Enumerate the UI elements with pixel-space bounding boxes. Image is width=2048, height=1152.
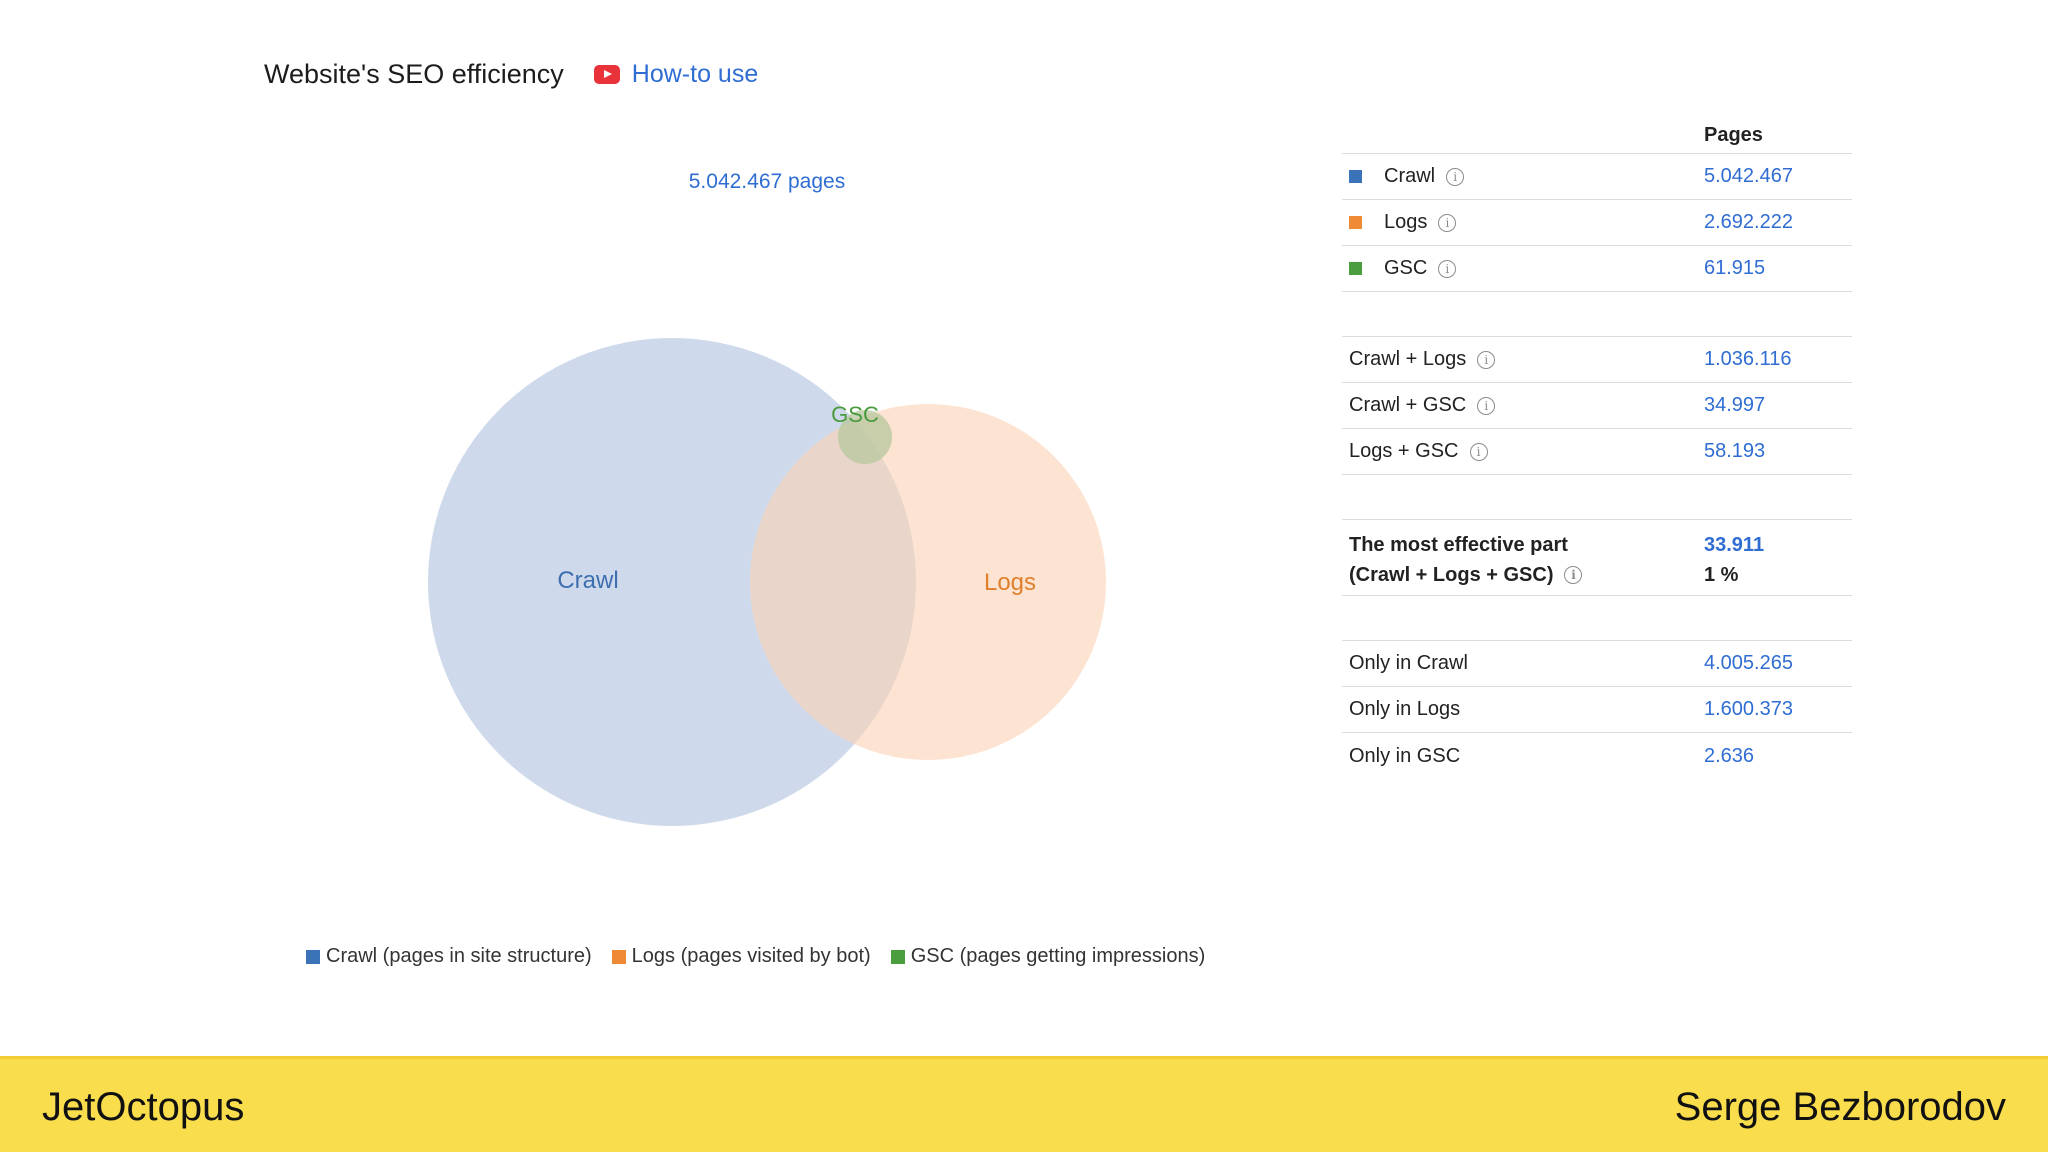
stats-value-gsc[interactable]: 61.915: [1704, 257, 1766, 279]
info-icon[interactable]: i: [1564, 566, 1583, 584]
gsc-circle-label: GSC: [831, 402, 879, 427]
page-header: Website's SEO efficiency How-to use: [264, 52, 758, 96]
stats-row-gsc: GSC i 61.915: [1342, 246, 1852, 292]
stats-row-logs-gsc: Logs + GSC i 58.193: [1342, 429, 1852, 475]
stats-row-most-effective: The most effective part (Crawl + Logs + …: [1342, 520, 1852, 596]
stats-row-only-gsc: Only in GSC 2.636: [1342, 733, 1852, 779]
stats-value-crawl-gsc[interactable]: 34.997: [1704, 394, 1766, 416]
stats-row-crawl: Crawl i 5.042.467: [1342, 154, 1852, 200]
legend-item-crawl[interactable]: Crawl (pages in site structure): [306, 945, 592, 968]
stats-label-only-logs: Only in Logs: [1349, 698, 1461, 720]
legend-swatch-crawl: [306, 949, 320, 964]
stats-label-crawl: Crawl: [1384, 165, 1436, 187]
legend-item-logs[interactable]: Logs (pages visited by bot): [611, 945, 871, 968]
logs-circle-label: Logs: [984, 569, 1036, 596]
stats-value-crawl[interactable]: 5.042.467: [1704, 165, 1793, 187]
venn-legend: Crawl (pages in site structure) Logs (pa…: [306, 945, 1225, 968]
stats-value-crawl-logs[interactable]: 1.036.116: [1704, 348, 1792, 370]
info-icon[interactable]: i: [1477, 350, 1496, 369]
crawl-color-square: [1349, 170, 1362, 183]
stats-label-only-crawl: Only in Crawl: [1349, 652, 1468, 674]
info-icon[interactable]: i: [1438, 259, 1457, 278]
stats-value-only-logs[interactable]: 1.600.373: [1704, 698, 1793, 720]
legend-label-gsc: GSC (pages getting impressions): [910, 945, 1206, 967]
crawl-circle-label: Crawl: [557, 567, 618, 594]
pages-column-header: Pages: [1704, 124, 1763, 146]
venn-total-pages: 5.042.467 pages: [688, 170, 846, 193]
stats-label-crawl-logs: Crawl + Logs: [1349, 348, 1467, 370]
most-effective-percent: 1 %: [1704, 564, 1739, 586]
stats-label-crawl-gsc: Crawl + GSC: [1349, 394, 1467, 416]
stats-label-gsc: GSC: [1384, 257, 1428, 279]
info-icon[interactable]: i: [1438, 213, 1457, 232]
stats-divider: [1342, 475, 1852, 520]
stats-divider: [1342, 596, 1852, 641]
most-effective-value[interactable]: 33.911: [1704, 534, 1765, 556]
stats-row-logs: Logs i 2.692.222: [1342, 200, 1852, 246]
page-title: Website's SEO efficiency: [264, 58, 564, 89]
gsc-circle[interactable]: [838, 410, 892, 464]
footer-bar: JetOctopus Serge Bezborodov: [0, 1056, 2048, 1152]
legend-label-crawl: Crawl (pages in site structure): [326, 945, 592, 967]
stats-label-logs-gsc: Logs + GSC: [1349, 440, 1459, 462]
info-icon[interactable]: i: [1469, 442, 1488, 461]
youtube-icon: [593, 64, 620, 84]
stats-value-only-crawl[interactable]: 4.005.265: [1704, 652, 1793, 674]
legend-swatch-logs: [611, 949, 626, 964]
stats-row-only-logs: Only in Logs 1.600.373: [1342, 687, 1852, 733]
info-icon[interactable]: i: [1446, 167, 1465, 186]
stats-label-only-gsc: Only in GSC: [1349, 744, 1461, 767]
stats-table: Pages Crawl i 5.042.467 Logs i 2.692.222 G…: [1342, 118, 1852, 779]
stats-divider: [1342, 292, 1852, 337]
stats-row-only-crawl: Only in Crawl 4.005.265: [1342, 641, 1852, 687]
stats-value-only-gsc[interactable]: 2.636: [1704, 744, 1755, 767]
footer-brand: JetOctopus: [42, 1085, 245, 1129]
most-effective-sublabel: (Crawl + Logs + GSC): [1349, 564, 1554, 586]
gsc-color-square: [1349, 262, 1362, 275]
info-icon[interactable]: i: [1477, 396, 1496, 415]
logs-color-square: [1349, 216, 1362, 229]
legend-label-logs: Logs (pages visited by bot): [631, 945, 871, 967]
stats-value-logs-gsc[interactable]: 58.193: [1704, 440, 1766, 462]
stats-value-logs[interactable]: 2.692.222: [1704, 211, 1793, 233]
logs-circle[interactable]: [750, 404, 1106, 760]
stats-row-crawl-gsc: Crawl + GSC i 34.997: [1342, 383, 1852, 429]
legend-item-gsc[interactable]: GSC (pages getting impressions): [890, 945, 1206, 968]
how-to-use-label: How-to use: [631, 59, 759, 88]
stats-header: Pages: [1342, 118, 1852, 154]
most-effective-label: The most effective part: [1349, 534, 1568, 556]
footer-author: Serge Bezborodov: [1674, 1085, 2006, 1129]
how-to-use-link[interactable]: How-to use: [593, 59, 759, 89]
crawl-circle[interactable]: [428, 338, 916, 826]
stats-row-crawl-logs: Crawl + Logs i 1.036.116: [1342, 337, 1852, 383]
stats-label-logs: Logs: [1384, 211, 1428, 233]
legend-swatch-gsc: [890, 949, 905, 964]
